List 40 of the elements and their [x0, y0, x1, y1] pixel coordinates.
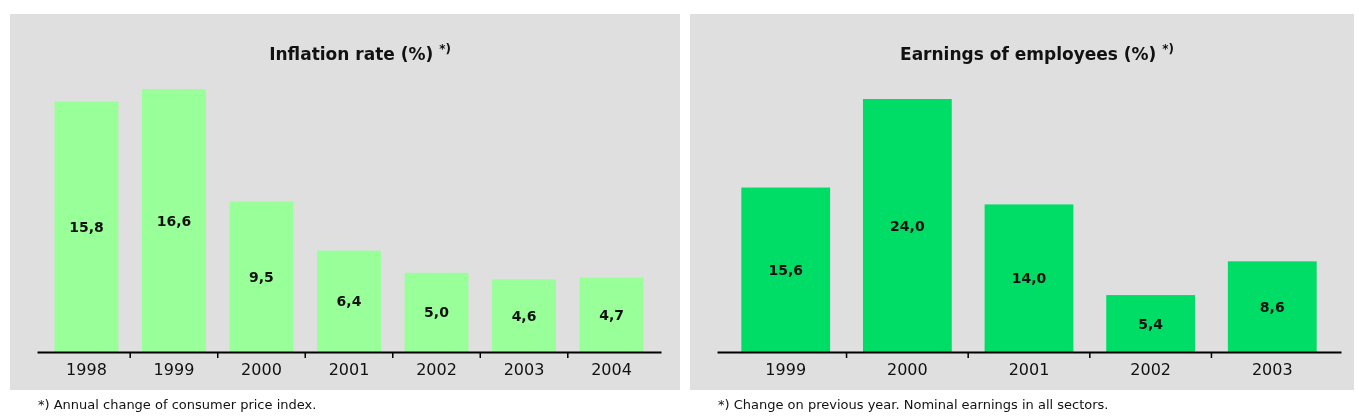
- x-tick-label: 2003: [1251, 360, 1293, 380]
- chart-title: Inflation rate (%) $^{*)}$: [269, 42, 451, 64]
- bar: [579, 277, 644, 352]
- x-tick-label: 2001: [1008, 360, 1050, 380]
- data-label: 4,7: [599, 306, 624, 323]
- data-label: 24,0: [890, 217, 925, 234]
- x-tick-label: 1999: [765, 360, 807, 380]
- bar: [142, 89, 206, 352]
- data-label: 16,6: [156, 212, 192, 229]
- data-label: 15,6: [768, 261, 803, 278]
- x-tick-label: 2002: [416, 360, 457, 380]
- x-tick-label: 1999: [153, 360, 195, 380]
- data-label: 6,4: [336, 293, 362, 310]
- data-label: 9,5: [249, 268, 274, 285]
- bar: [54, 101, 119, 352]
- x-tick-label: 2003: [503, 360, 545, 380]
- bar: [404, 272, 469, 352]
- x-tick-label: 2002: [1130, 360, 1171, 380]
- data-label: 15,8: [69, 218, 104, 235]
- data-label: 4,6: [511, 307, 537, 324]
- x-tick-label: 2001: [328, 360, 370, 380]
- x-tick-label: 2000: [887, 360, 928, 380]
- text: *) Change on previous year. Nominal earnings in all sectors.: [718, 397, 1109, 412]
- bar: [1227, 261, 1317, 352]
- data-label: 5,4: [1138, 315, 1164, 332]
- data-label: 14,0: [1011, 270, 1047, 287]
- chart-title: Earnings of employees (%) $^{*)}$: [900, 42, 1174, 64]
- x-tick-label: 2004: [591, 360, 632, 380]
- bar: [741, 187, 831, 352]
- bar: [1106, 295, 1196, 352]
- text: *) Annual change of consumer price index.: [38, 397, 317, 412]
- bar: [862, 99, 952, 352]
- data-label: 5,0: [424, 304, 450, 321]
- data-label: 8,6: [1259, 298, 1285, 315]
- x-tick-label: 1998: [66, 360, 107, 380]
- bar: [492, 279, 556, 352]
- bar: [317, 250, 381, 352]
- bar: [984, 204, 1074, 352]
- bar: [229, 201, 294, 352]
- x-tick-label: 2000: [241, 360, 282, 380]
